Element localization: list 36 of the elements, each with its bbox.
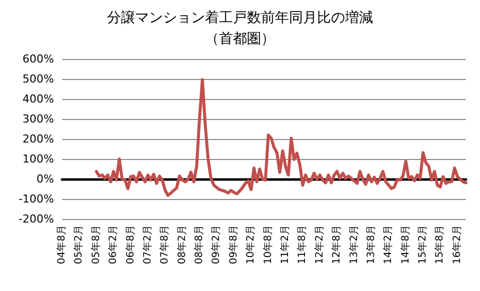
x-tick-label: 16年2月: [450, 225, 463, 264]
x-tick-label: 08年8月: [193, 225, 206, 264]
y-tick-label: 600%: [22, 52, 54, 66]
x-tick-label: 10年2月: [244, 225, 257, 264]
x-tick-label: 13年8月: [364, 225, 377, 264]
x-tick-label: 14年2月: [382, 225, 394, 264]
x-tick-label: 08年2月: [176, 225, 188, 264]
x-tick-label: 11年2月: [278, 225, 291, 264]
y-tick-label: -200%: [18, 212, 54, 226]
x-tick-label: 06年8月: [124, 225, 136, 264]
x-tick-label: 07年2月: [141, 225, 154, 264]
x-tick-label: 05年8月: [90, 225, 102, 264]
y-tick-label: 500%: [22, 72, 54, 86]
x-tick-label: 14年8月: [399, 225, 412, 264]
y-tick-label: 0%: [36, 172, 54, 186]
x-tick-label: 04年8月: [56, 225, 68, 264]
x-tick-label: 10年8月: [262, 225, 274, 264]
x-tick-label: 12年8月: [330, 225, 343, 264]
x-tick-label: 07年8月: [158, 225, 171, 264]
chart-subtitle: （首都圏）: [205, 31, 275, 47]
x-tick-label: 05年2月: [72, 225, 85, 264]
y-tick-label: 200%: [22, 132, 54, 146]
x-tick-label: 15年2月: [416, 225, 429, 264]
line-series: [94, 78, 468, 197]
x-tick-label: 15年8月: [434, 225, 446, 264]
y-tick-label: -100%: [18, 192, 54, 206]
x-tick-label: 11年8月: [296, 225, 308, 264]
chart-title: 分譲マンション着工戸数前年同月比の増減: [107, 9, 373, 26]
y-tick-label: 300%: [22, 112, 54, 126]
y-tick-label: 100%: [22, 152, 54, 166]
x-tick-label: 13年2月: [348, 225, 360, 264]
x-tick-label: 06年2月: [107, 225, 120, 264]
x-tick-label: 09年2月: [210, 225, 222, 264]
x-tick-label: 09年8月: [227, 225, 240, 264]
y-tick-label: 400%: [22, 92, 54, 106]
x-tick-label: 12年2月: [313, 225, 326, 264]
